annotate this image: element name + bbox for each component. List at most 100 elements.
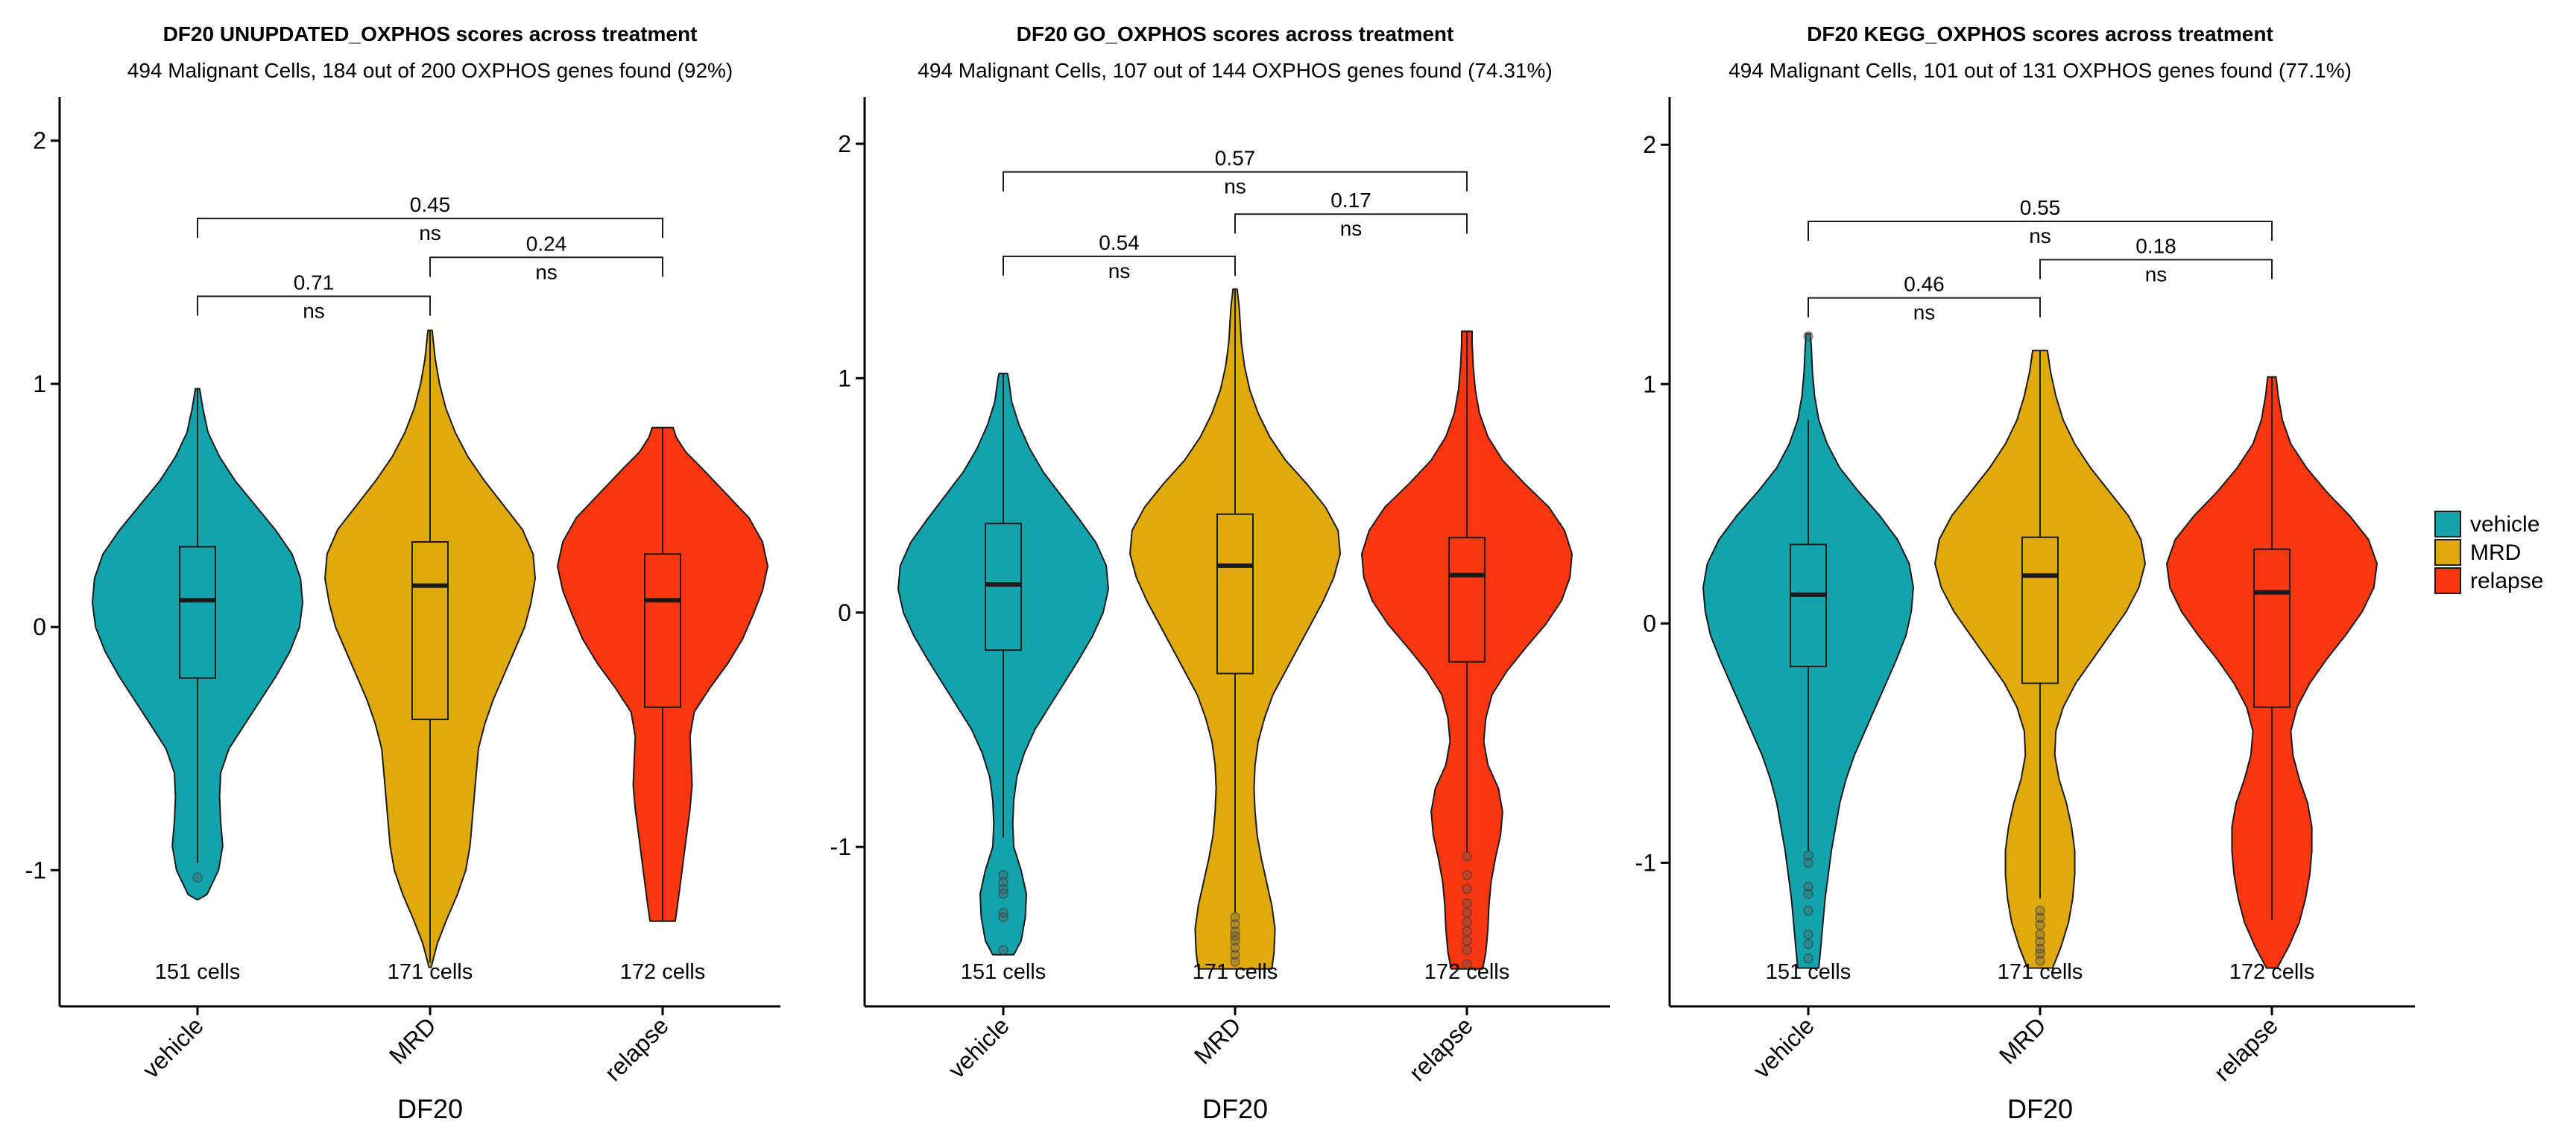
box-vehicle (985, 523, 1022, 652)
y-tick-label: 2 (1643, 131, 1656, 158)
outlier-point (192, 872, 203, 883)
significance-label: ns (1913, 301, 1936, 324)
violin-group-vehicle: 151 cells (1702, 331, 1914, 984)
outlier-point (2035, 929, 2045, 940)
outlier-point (998, 944, 1008, 956)
panel-2: DF20 GO_OXPHOS scores across treatment 49… (830, 22, 1610, 1124)
outlier-point (998, 912, 1008, 923)
outlier-point (1462, 936, 1472, 946)
comparison-bracket-1: 0.46 ns (1808, 273, 2041, 324)
significance-label: ns (1108, 259, 1131, 283)
x-tick-label: MRD (1994, 1012, 2051, 1069)
box-MRD (411, 540, 449, 721)
y-tick-label: 1 (1643, 370, 1656, 397)
outlier-point (2035, 936, 2045, 947)
outlier-point (2035, 956, 2045, 966)
outlier-point (1803, 929, 1813, 940)
panels: DF20 UNUPDATED_OXPHOS scores across trea… (25, 22, 2415, 1124)
bracket-line (2039, 259, 2273, 280)
violin-group-vehicle: 151 cells (92, 388, 303, 984)
cell-count-label: 151 cells (1766, 960, 1851, 984)
cell-count-label: 172 cells (1424, 960, 1509, 984)
outlier-point (2035, 905, 2045, 916)
y-tick-label: 1 (838, 365, 851, 391)
bracket-line (1003, 255, 1236, 276)
x-tick-label: MRD (384, 1012, 441, 1069)
outlier-point (1803, 953, 1813, 964)
y-tick-label: 0 (1643, 610, 1656, 637)
outlier-point (2035, 948, 2045, 959)
box-vehicle (179, 546, 216, 679)
legend-item-vehicle: vehicle (2434, 511, 2539, 537)
comparison-bracket-3: 0.57 ns (1003, 147, 1468, 198)
outlier-point (1462, 851, 1472, 862)
y-tick-label: -1 (1635, 849, 1656, 876)
comparison-bracket-2: 0.17 ns (1234, 189, 1468, 240)
y-tick-label: -1 (25, 857, 46, 883)
significance-label: ns (303, 299, 325, 322)
p-value-label: 0.24 (526, 232, 567, 255)
outlier-point (1803, 905, 1813, 916)
bracket-line (1808, 220, 2273, 241)
comparison-bracket-3: 0.45 ns (197, 193, 663, 245)
panel-subtitle: 494 Malignant Cells, 107 out of 144 OXPH… (918, 59, 1552, 82)
outlier-point (1230, 942, 1240, 953)
outlier-point (2035, 912, 2045, 923)
cell-count-label: 171 cells (1193, 960, 1278, 984)
panel-1: DF20 UNUPDATED_OXPHOS scores across trea… (25, 22, 780, 1124)
cell-count-label: 171 cells (388, 960, 473, 984)
box-vehicle (1790, 543, 1827, 668)
legend-label: MRD (2470, 540, 2521, 565)
legend-label: relapse (2470, 569, 2543, 593)
panel-title: DF20 UNUPDATED_OXPHOS scores across trea… (163, 22, 698, 45)
outlier-point (1462, 926, 1472, 937)
p-value-label: 0.71 (294, 271, 335, 294)
x-tick-label: relapse (599, 1012, 674, 1086)
panel-subtitle: 494 Malignant Cells, 184 out of 200 OXPH… (127, 59, 733, 82)
outlier-point (1462, 959, 1472, 970)
box-relapse (644, 553, 681, 708)
p-value-label: 0.55 (2020, 196, 2061, 219)
comparison-bracket-2: 0.18 ns (2039, 234, 2273, 286)
violin-group-vehicle: 151 cells (897, 373, 1109, 984)
p-value-label: 0.46 (1904, 273, 1945, 296)
significance-label: ns (1340, 217, 1363, 240)
p-value-label: 0.57 (1215, 147, 1256, 170)
significance-label: ns (419, 221, 441, 245)
legend-item-MRD: MRD (2434, 539, 2521, 566)
box-MRD (1216, 513, 1254, 675)
p-value-label: 0.18 (2135, 234, 2176, 257)
legend-swatch (2434, 567, 2461, 594)
violin-group-relapse: 172 cells (557, 426, 768, 984)
p-value-label: 0.54 (1099, 231, 1140, 254)
y-tick-label: 2 (33, 127, 46, 154)
panel-subtitle: 494 Malignant Cells, 101 out of 131 OXPH… (1729, 59, 2352, 82)
violin-group-relapse: 172 cells (2166, 376, 2378, 984)
bracket-line (1808, 297, 2041, 318)
panel-title: DF20 KEGG_OXPHOS scores across treatment (1807, 22, 2273, 45)
bracket-line (197, 218, 663, 239)
y-tick-label: 0 (33, 613, 46, 640)
box-MRD (2021, 536, 2059, 684)
outlier-point (1803, 331, 1813, 341)
outlier-point (1462, 884, 1472, 895)
significance-label: ns (535, 260, 558, 283)
violin-group-MRD: 171 cells (1934, 350, 2146, 984)
x-tick-label: relapse (1404, 1012, 1478, 1086)
cell-count-label: 172 cells (620, 960, 705, 984)
outlier-point (2035, 920, 2045, 930)
legend-item-relapse: relapse (2434, 567, 2543, 594)
legend-swatch (2434, 511, 2461, 537)
violin-group-relapse: 172 cells (1361, 330, 1573, 984)
outlier-point (998, 870, 1008, 880)
bracket-line (197, 295, 431, 316)
outlier-point (1803, 881, 1813, 892)
x-tick-label: vehicle (1748, 1012, 1819, 1083)
x-axis-title: DF20 (2007, 1094, 2073, 1124)
outlier-point (1803, 889, 1813, 899)
p-value-label: 0.17 (1330, 189, 1371, 212)
outlier-point (1803, 857, 1813, 868)
violin-group-MRD: 171 cells (324, 329, 536, 984)
cell-count-label: 151 cells (961, 960, 1046, 984)
box-relapse (2253, 548, 2291, 708)
